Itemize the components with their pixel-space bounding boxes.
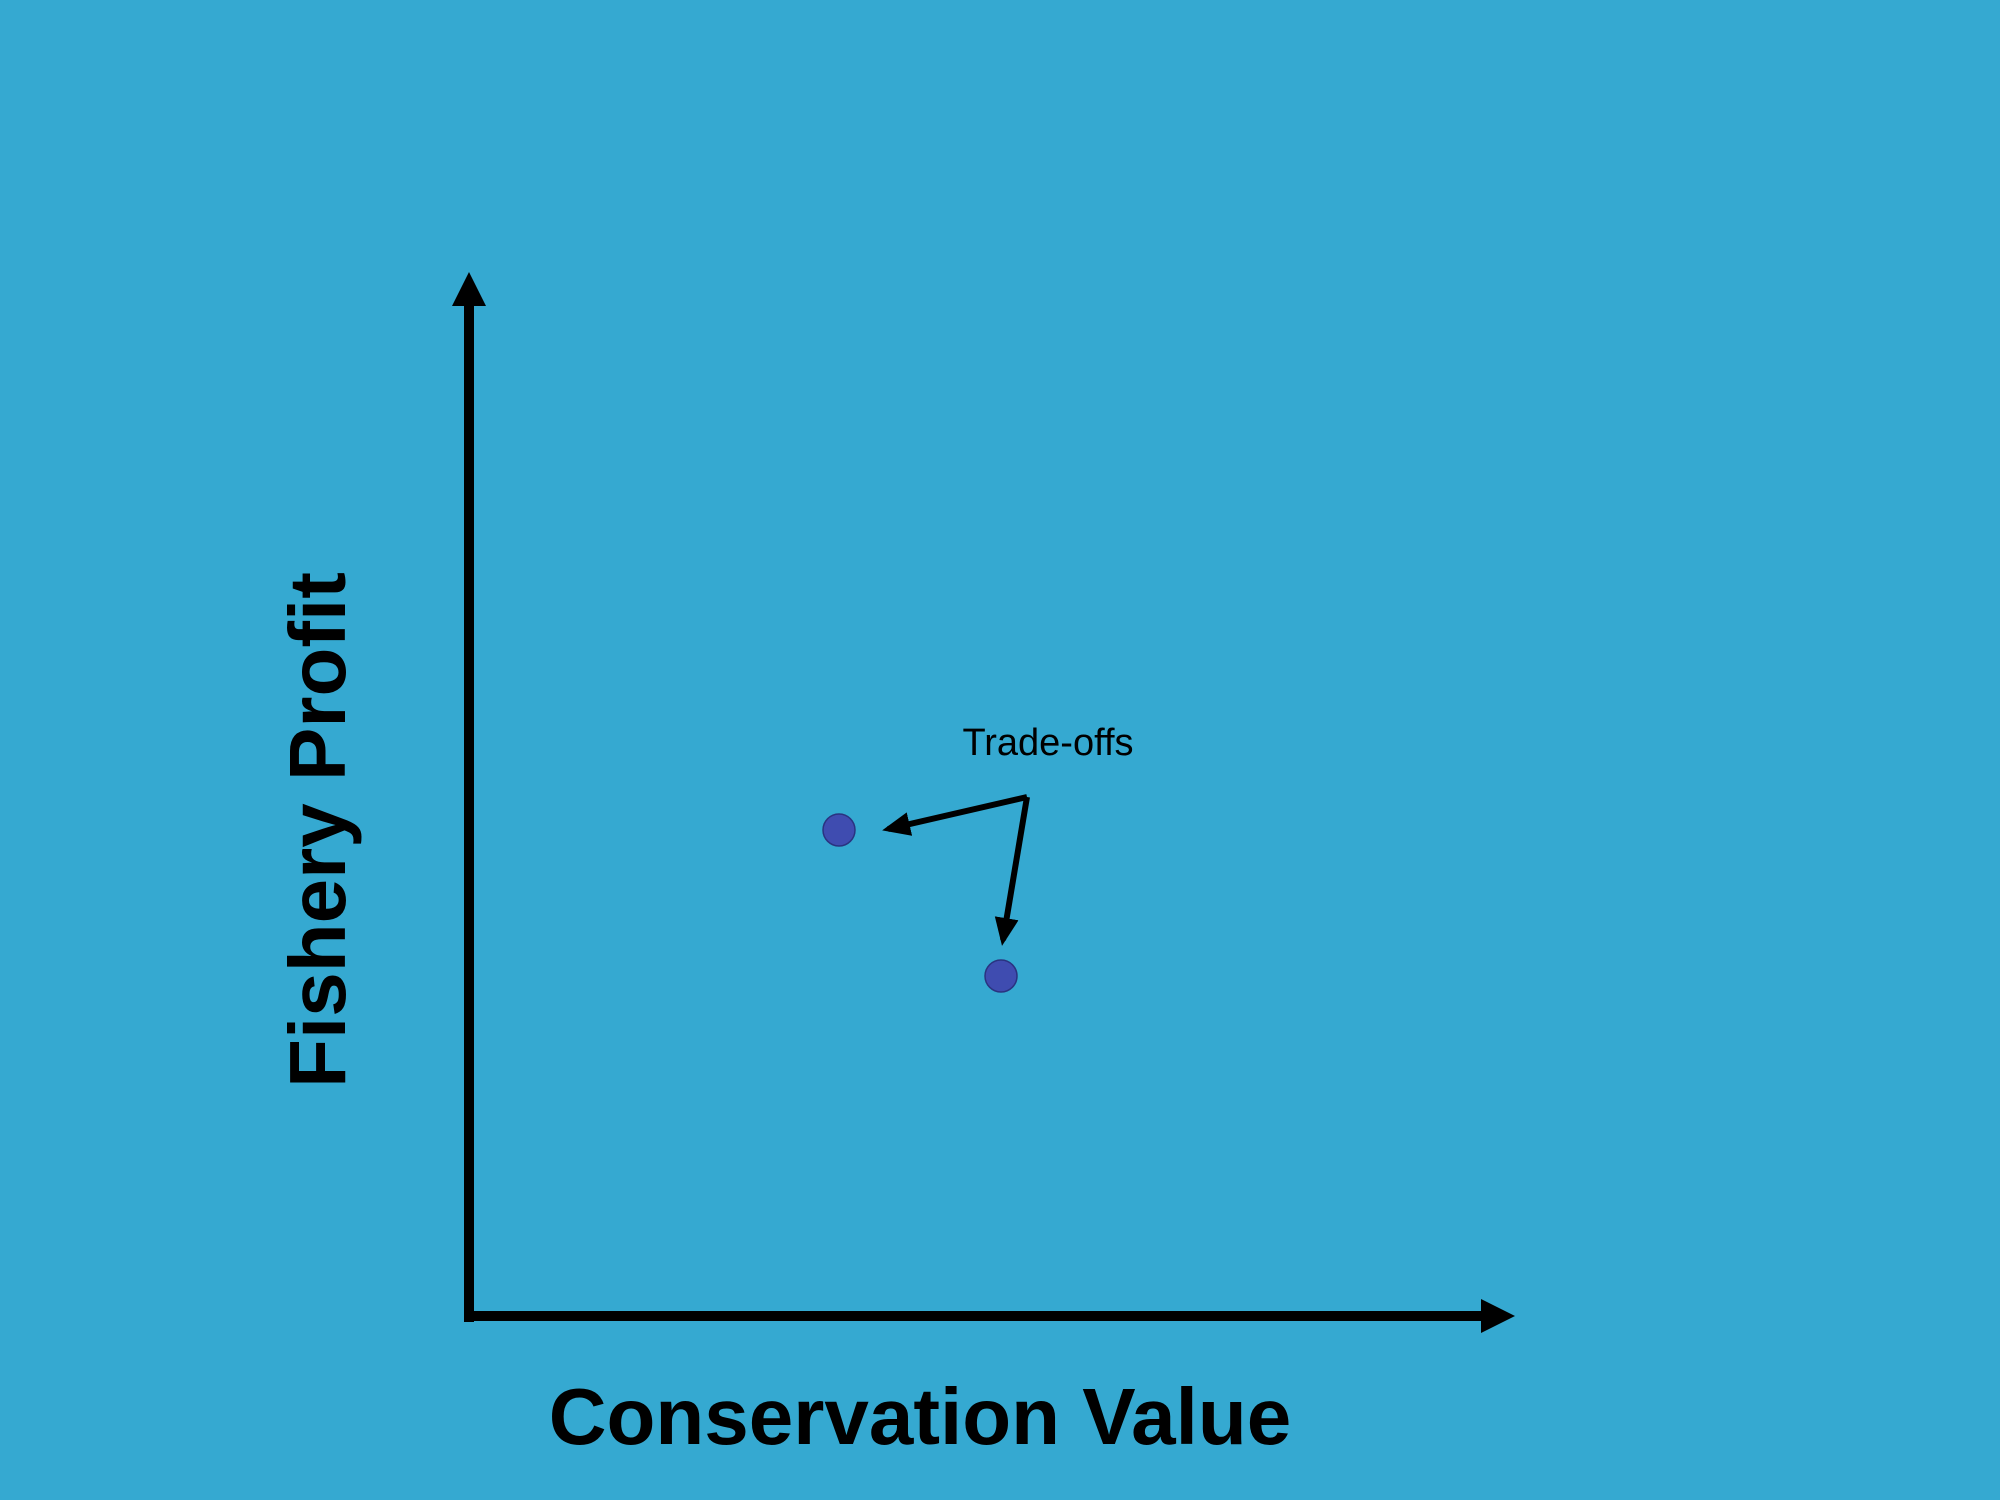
y-axis-arrowhead xyxy=(452,272,486,306)
annotation-text: Trade-offs xyxy=(962,722,1133,764)
x-axis-label: Conservation Value xyxy=(549,1372,1291,1461)
x-axis-arrowhead xyxy=(1481,1299,1515,1333)
point xyxy=(822,813,856,847)
annotation-arrow xyxy=(994,796,1030,946)
point xyxy=(984,959,1018,993)
annotation-arrow xyxy=(882,794,1028,836)
y-axis-label: Fishery Profit xyxy=(273,572,362,1088)
